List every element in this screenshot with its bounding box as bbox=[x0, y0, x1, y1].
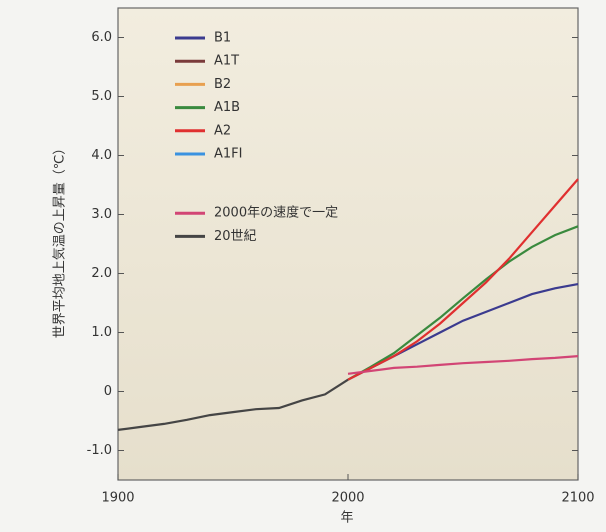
page: 世界平均地上気温の上昇量（℃） 年 6.0 5.0 4.0 3.0 2.0 1.0 0 -1.… bbox=[0, 0, 606, 532]
y-tick-label: 2.0 bbox=[91, 266, 112, 281]
y-tick-label: 4.0 bbox=[91, 148, 112, 163]
x-axis-label: 年 bbox=[340, 511, 353, 526]
legend-label: B1 bbox=[214, 31, 231, 46]
y-tick-label: 5.0 bbox=[91, 89, 112, 104]
x-tick-label: 1900 bbox=[101, 491, 134, 506]
legend-label: A1FI bbox=[214, 147, 242, 162]
legend-label: B2 bbox=[214, 77, 231, 92]
x-tick-label: 2000 bbox=[331, 491, 364, 506]
legend-label: 2000年の速度で一定 bbox=[214, 205, 338, 221]
x-tick-label: 2100 bbox=[561, 491, 594, 506]
chart: 世界平均地上気温の上昇量（℃） 年 6.0 5.0 4.0 3.0 2.0 1.0 0 -1.… bbox=[0, 0, 606, 532]
y-axis-label: 世界平均地上気温の上昇量（℃） bbox=[52, 142, 68, 339]
legend-label: A1T bbox=[214, 54, 239, 69]
y-tick-label: -1.0 bbox=[87, 443, 112, 458]
legend-label: A1B bbox=[214, 100, 240, 115]
legend-label: 20世紀 bbox=[214, 229, 257, 244]
y-tick-label: 3.0 bbox=[91, 207, 112, 222]
y-tick-label: 6.0 bbox=[91, 30, 112, 45]
legend-label: A2 bbox=[214, 123, 231, 138]
y-tick-label: 0 bbox=[104, 384, 112, 399]
plot-area bbox=[118, 8, 578, 480]
y-tick-label: 1.0 bbox=[91, 325, 112, 340]
